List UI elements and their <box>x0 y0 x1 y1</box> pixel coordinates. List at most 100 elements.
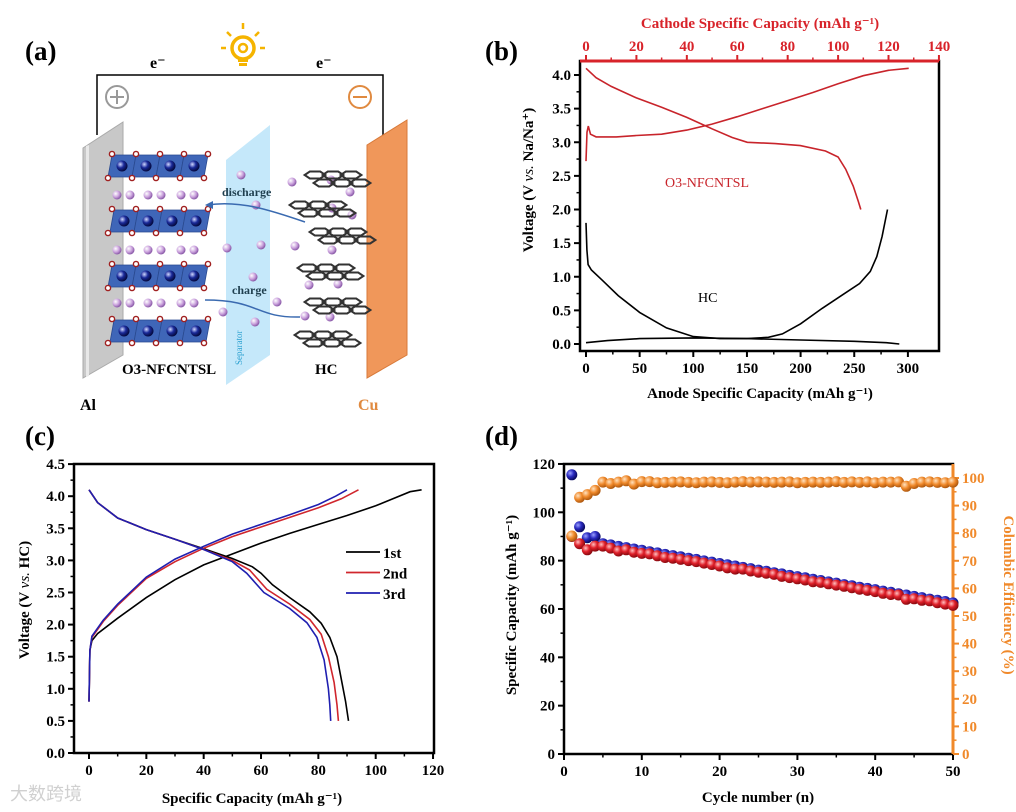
data-point <box>636 547 648 559</box>
oxygen-atom <box>200 229 208 237</box>
d-y2-tick-label: 80 <box>962 526 977 542</box>
b-x2-tick-label: 120 <box>877 39 900 55</box>
d-xlabel: Cycle number (n) <box>702 790 814 806</box>
oxygen-atom <box>128 339 136 347</box>
sodium-ion <box>156 298 166 308</box>
transition-metal-atom <box>188 270 200 282</box>
b-x-tick-label: 200 <box>789 361 812 377</box>
data-point <box>667 476 679 488</box>
oxygen-atom <box>200 284 208 292</box>
c-ylabel: Voltage (V vs. HC) <box>17 541 33 659</box>
oxygen-atom <box>108 205 116 213</box>
oxygen-atom <box>104 284 112 292</box>
series-line-o3-nfcntsl-charge <box>585 67 909 162</box>
b-y-tick-label: 0.0 <box>552 337 571 353</box>
panel-label-a: (a) <box>25 36 56 66</box>
sodium-ion <box>300 311 310 321</box>
b-y-tick-label: 1.0 <box>552 270 571 286</box>
b-x2-tick-label: 40 <box>679 39 694 55</box>
sodium-ion <box>176 298 186 308</box>
anode-label: HC <box>315 362 338 378</box>
oxygen-atom <box>152 339 160 347</box>
series-line-1st-charge <box>88 489 422 702</box>
d-y2-tick-label: 50 <box>962 609 977 625</box>
sodium-ion <box>143 298 153 308</box>
oxygen-atom <box>180 205 188 213</box>
data-point <box>574 538 586 550</box>
transition-metal-atom <box>164 160 176 172</box>
data-point <box>838 476 850 488</box>
sodium-ion <box>156 245 166 255</box>
sodium-ion <box>112 190 122 200</box>
sodium-ion <box>176 190 186 200</box>
c-x-tick-label: 40 <box>196 763 211 779</box>
d-x-tick-label: 30 <box>790 764 805 780</box>
watermark: 大数跨境 <box>10 784 82 805</box>
data-point <box>768 476 780 488</box>
data-point <box>931 476 943 488</box>
oxygen-atom <box>204 260 212 268</box>
c-y-tick-label: 0.5 <box>46 714 65 730</box>
b-x2-tick-label: 100 <box>827 39 850 55</box>
oxygen-atom <box>108 260 116 268</box>
transition-metal-atom <box>142 325 154 337</box>
data-point <box>683 476 694 488</box>
d-y2-tick-label: 60 <box>962 581 977 597</box>
oxygen-atom <box>152 229 160 237</box>
chart-d-cycling: 0 10 20 30 40 5002040608010012001020304050607… <box>533 457 985 780</box>
d-y2-tick-label: 100 <box>962 471 985 487</box>
data-point <box>823 476 834 488</box>
cathode-label: O3-NFCNTSL <box>122 362 216 378</box>
sodium-ion <box>345 187 355 197</box>
d-x-tick-label: 50 <box>946 764 961 780</box>
d-y-tick-label: 80 <box>540 554 555 570</box>
sodium-ion <box>250 317 260 327</box>
legend-label-1st: 1st <box>383 546 401 562</box>
discharge-arrow <box>206 202 306 223</box>
data-point <box>877 476 889 488</box>
al-label: Al <box>80 397 97 414</box>
c-x-tick-label: 80 <box>311 763 326 779</box>
oxygen-atom <box>104 229 112 237</box>
aluminum-current-collector <box>82 121 124 379</box>
oxygen-atom <box>204 315 212 323</box>
b-y-tick-label: 0.5 <box>552 303 571 319</box>
battery-schematic: e⁻ e⁻ discharge charge Separator O3-NFCN… <box>80 23 408 414</box>
transition-metal-atom <box>166 215 178 227</box>
oxygen-atom <box>152 174 160 182</box>
d-y-tick-label: 0 <box>548 747 556 763</box>
data-point <box>737 476 749 488</box>
oxygen-atom <box>108 150 116 158</box>
sodium-ion <box>189 245 199 255</box>
b-y-tick-label: 2.5 <box>552 169 571 185</box>
b-y-tick-label: 1.5 <box>552 236 571 252</box>
b-x-tick-label: 100 <box>682 361 705 377</box>
b-x2-tick-label: 0 <box>582 39 590 55</box>
separator <box>226 125 270 385</box>
c-y-tick-label: 4.5 <box>46 457 65 473</box>
d-y-tick-label: 40 <box>540 650 555 666</box>
oxygen-atom <box>176 229 184 237</box>
d-y2-tick-label: 70 <box>962 554 977 570</box>
data-point <box>698 476 710 488</box>
sodium-ion <box>290 241 300 251</box>
data-point <box>745 476 757 488</box>
d-y-tick-label: 20 <box>540 699 555 715</box>
c-y-tick-label: 1.5 <box>46 650 65 666</box>
d-x-tick-label: 20 <box>712 764 727 780</box>
d-y-tick-label: 60 <box>540 602 555 618</box>
hard-carbon-layers <box>287 170 378 348</box>
oxygen-atom <box>156 205 164 213</box>
data-point <box>807 476 819 488</box>
d-y2-tick-label: 40 <box>962 637 977 653</box>
d-y-tick-label: 120 <box>533 457 556 473</box>
series-line-1st-discharge <box>88 489 350 722</box>
b-y-tick-label: 4.0 <box>552 68 571 84</box>
oxygen-atom <box>200 339 208 347</box>
electron-label-left: e⁻ <box>150 55 166 72</box>
oxygen-atom <box>128 284 136 292</box>
chart-b-voltage-profiles: 0 50 100 150 200 250 300 0 20 40 60 80 100 120 140 0.0 0… <box>552 39 950 377</box>
transition-metal-atom <box>118 215 130 227</box>
carbon-hexagon <box>347 305 373 315</box>
b-x-tick-label: 300 <box>897 361 920 377</box>
